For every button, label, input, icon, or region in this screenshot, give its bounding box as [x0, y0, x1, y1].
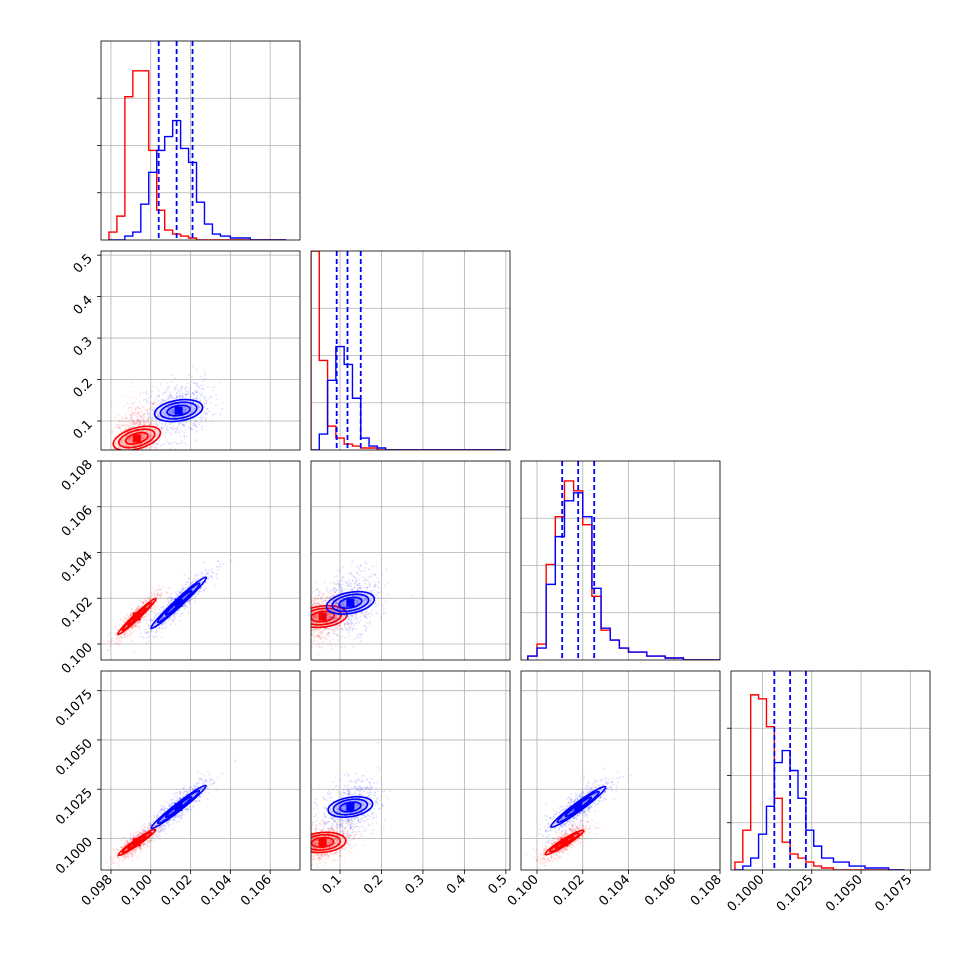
x-tick-label: 0.1075	[872, 872, 915, 915]
x-tick-label: 0.3	[403, 872, 428, 897]
x-tick-label: 0.1050	[823, 872, 866, 915]
x-tick-label: 0.106	[642, 872, 679, 909]
x-tick-label: 0.100	[505, 872, 542, 909]
scatter-series-group	[525, 768, 632, 875]
scatter-panel-4-1	[101, 671, 300, 870]
hist-line-blue	[735, 751, 904, 870]
y-tick-label: 0.3	[71, 334, 96, 359]
x-tick-label: 0.108	[688, 872, 725, 909]
hist-series-group	[528, 461, 720, 660]
y-tick-label: 0.1	[71, 417, 96, 442]
y-tick-label: 0.1000	[53, 835, 96, 878]
x-tick-label: 0.098	[79, 872, 116, 909]
hist-line-blue	[109, 121, 286, 240]
y-tick-label: 0.1050	[53, 736, 96, 779]
scatter-panel-4-3	[521, 671, 720, 875]
scatter-series-group	[299, 742, 391, 868]
scatter-series-group	[98, 366, 223, 456]
hist-line-red	[109, 71, 286, 240]
x-tick-label: 0.4	[444, 872, 469, 897]
x-tick-label: 0.104	[198, 872, 235, 909]
y-tick-label: 0.102	[59, 594, 96, 631]
x-tick-label: 0.104	[596, 872, 633, 909]
density-peak-blue	[175, 803, 183, 811]
density-peak-blue	[346, 803, 354, 811]
y-tick-label: 0.1025	[53, 785, 96, 828]
y-tick-label: 0.4	[71, 293, 96, 318]
y-tick-label: 0.100	[59, 640, 96, 677]
x-tick-label: 0.5	[485, 872, 510, 897]
scatter-series-group	[297, 559, 413, 655]
hist-series-group	[735, 671, 904, 870]
panel-border	[521, 461, 720, 660]
y-tick-label: 0.106	[59, 503, 96, 540]
y-tick-label: 0.1075	[53, 687, 96, 730]
hist-panel-3	[521, 461, 720, 660]
x-tick-label: 0.1025	[774, 872, 817, 915]
x-tick-label: 0.102	[158, 872, 195, 909]
hist-line-red	[735, 695, 904, 870]
scatter-panel-3-2	[297, 461, 510, 660]
y-tick-label: 0.104	[59, 549, 96, 586]
density-peak-red	[133, 613, 141, 621]
scatter-series-group	[106, 760, 236, 870]
panel-border	[521, 671, 720, 870]
y-tick-label: 0.5	[71, 251, 96, 276]
density-peak-red	[133, 838, 141, 846]
density-peak-blue	[574, 803, 582, 811]
hist-panel-4	[727, 671, 930, 870]
x-tick-label: 0.1	[320, 872, 345, 897]
hist-panel-1	[97, 41, 300, 240]
scatter-panel-2-1	[98, 251, 300, 455]
x-tick-label: 0.2	[361, 872, 386, 897]
density-peak-red	[319, 838, 327, 846]
density-peak-red	[560, 838, 568, 846]
scatter-panel-3-1	[99, 461, 300, 660]
density-peak-blue	[175, 407, 183, 415]
density-peak-blue	[346, 599, 354, 607]
x-tick-label: 0.106	[238, 872, 275, 909]
x-tick-label: 0.102	[551, 872, 588, 909]
hist-series-group	[109, 41, 286, 240]
panel-border	[311, 461, 510, 660]
y-tick-label: 0.108	[59, 457, 96, 494]
hist-line-red	[528, 481, 720, 660]
x-tick-label: 0.100	[119, 872, 156, 909]
y-tick-label: 0.2	[71, 376, 96, 401]
panel-border	[311, 251, 510, 450]
panel-border	[731, 671, 930, 870]
x-tick-label: 0.1000	[725, 872, 768, 915]
density-peak-blue	[175, 599, 183, 607]
scatter-panel-4-2	[299, 671, 510, 870]
hist-panel-2	[311, 251, 510, 450]
